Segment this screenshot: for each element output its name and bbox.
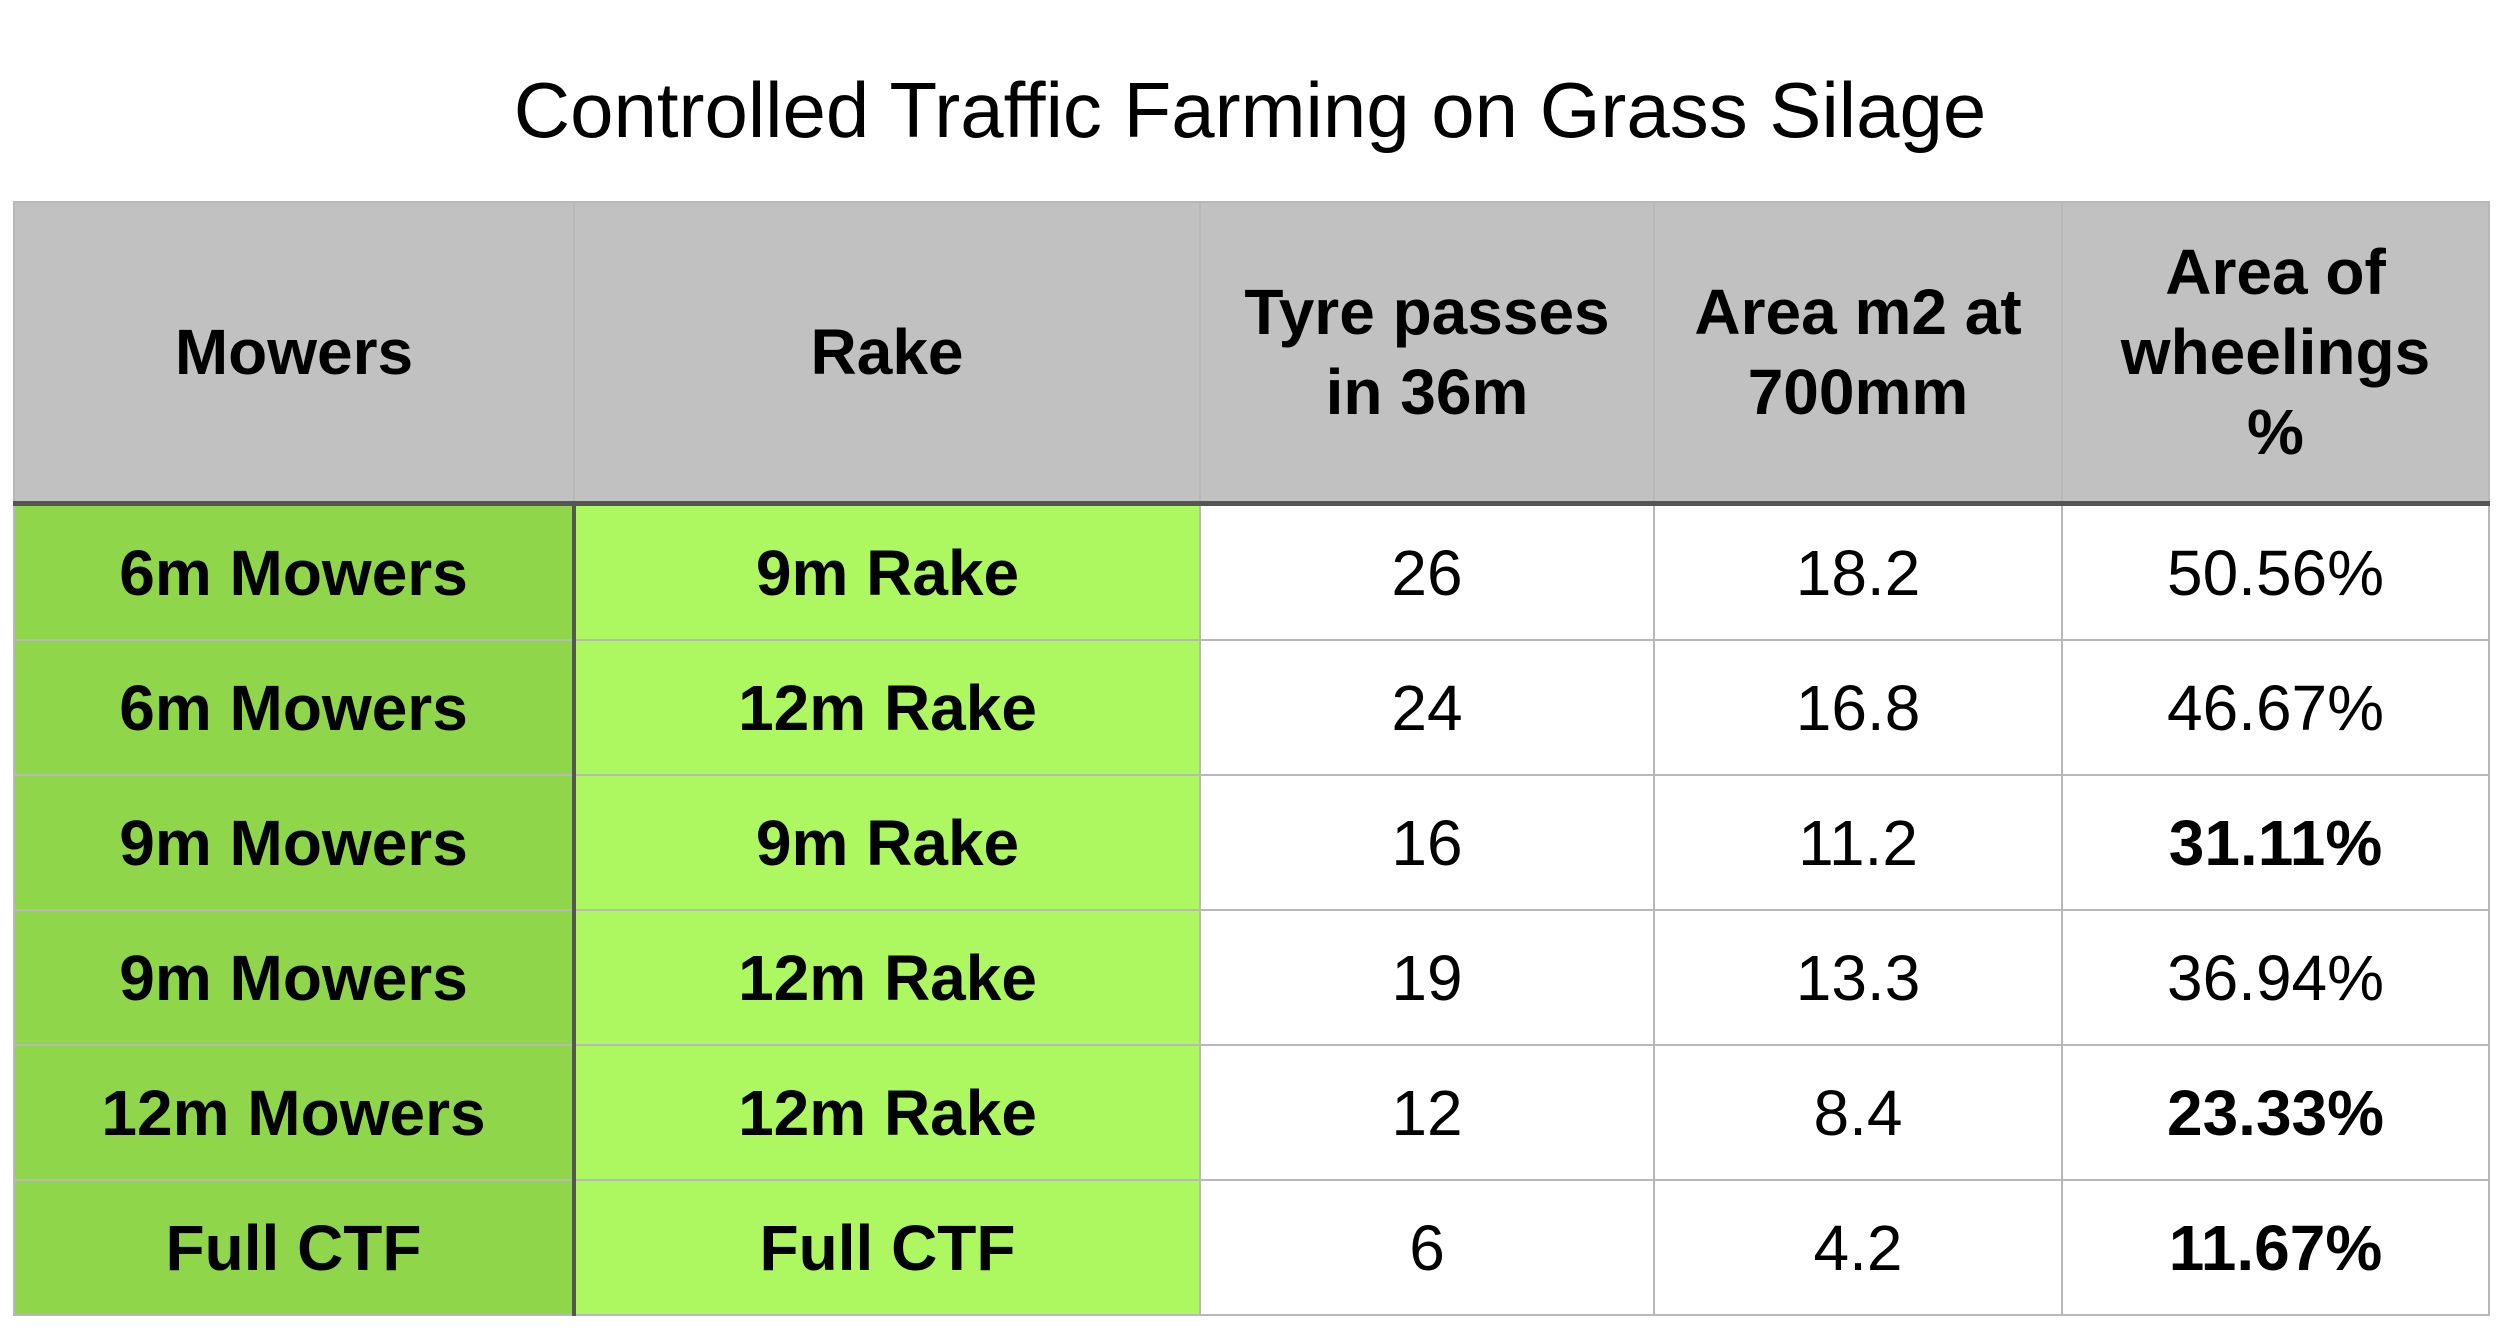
- header-wheel-line-1: Area of: [2165, 236, 2386, 308]
- header-tyre-line-2: in 36m: [1325, 356, 1529, 428]
- cell-rake: 12m Rake: [573, 909, 1201, 1046]
- header-mowers-line: Mowers: [174, 316, 414, 388]
- table-row: 9m Mowers 12m Rake 19 13.3 36.94%: [13, 909, 2490, 1046]
- table-row: Full CTF Full CTF 6 4.2 11.67%: [13, 1179, 2490, 1316]
- cell-rake: 9m Rake: [573, 774, 1201, 911]
- cell-rake: Full CTF: [573, 1179, 1201, 1316]
- table-row: 6m Mowers 12m Rake 24 16.8 46.67%: [13, 639, 2490, 776]
- header-area-line-1: Area m2 at: [1694, 276, 2022, 348]
- cell-tyre-passes: 19: [1199, 909, 1655, 1046]
- header-mowers: Mowers: [13, 201, 575, 506]
- cell-mowers: 12m Mowers: [13, 1044, 576, 1181]
- chart-title: Controlled Traffic Farming on Grass Sila…: [513, 66, 1987, 154]
- cell-wheelings-pct: 50.56%: [2061, 502, 2490, 641]
- cell-area-m2: 8.4: [1653, 1044, 2063, 1181]
- cell-mowers: 6m Mowers: [13, 639, 576, 776]
- cell-rake: 12m Rake: [573, 1044, 1201, 1181]
- header-rake: Rake: [573, 201, 1201, 506]
- cell-rake: 9m Rake: [573, 502, 1201, 641]
- cell-tyre-passes: 24: [1199, 639, 1655, 776]
- header-tyre-line-1: Tyre passes: [1244, 276, 1610, 348]
- cell-wheelings-pct: 11.67%: [2061, 1179, 2490, 1316]
- cell-area-m2: 11.2: [1653, 774, 2063, 911]
- header-wheel-line-3: %: [2247, 396, 2304, 468]
- cell-tyre-passes: 26: [1199, 502, 1655, 641]
- cell-area-m2: 18.2: [1653, 502, 2063, 641]
- cell-area-m2: 16.8: [1653, 639, 2063, 776]
- header-area-m2: Area m2 at 700mm: [1653, 201, 2063, 506]
- cell-mowers: 6m Mowers: [13, 502, 576, 641]
- header-wheelings: Area of wheelings %: [2061, 201, 2490, 506]
- header-row: Mowers Rake Tyre passes in 36m Area m2 a…: [13, 201, 2490, 506]
- cell-tyre-passes: 12: [1199, 1044, 1655, 1181]
- table-row: 12m Mowers 12m Rake 12 8.4 23.33%: [13, 1044, 2490, 1181]
- table-body: 6m Mowers 9m Rake 26 18.2 50.56% 6m Mowers 12m…: [13, 502, 2490, 1316]
- cell-wheelings-pct: 23.33%: [2061, 1044, 2490, 1181]
- cell-rake: 12m Rake: [573, 639, 1201, 776]
- header-tyre-passes: Tyre passes in 36m: [1199, 201, 1655, 506]
- cell-tyre-passes: 6: [1199, 1179, 1655, 1316]
- header-area-line-2: 700mm: [1747, 356, 1969, 428]
- cell-wheelings-pct: 31.11%: [2061, 774, 2490, 911]
- table-row: 9m Mowers 9m Rake 16 11.2 31.11%: [13, 774, 2490, 911]
- cell-area-m2: 13.3: [1653, 909, 2063, 1046]
- silage-table: Mowers Rake Tyre passes in 36m Area m2 a…: [13, 201, 2490, 1316]
- table-row: 6m Mowers 9m Rake 26 18.2 50.56%: [13, 502, 2490, 641]
- cell-area-m2: 4.2: [1653, 1179, 2063, 1316]
- header-rake-line: Rake: [810, 316, 964, 388]
- cell-wheelings-pct: 46.67%: [2061, 639, 2490, 776]
- cell-wheelings-pct: 36.94%: [2061, 909, 2490, 1046]
- cell-mowers: Full CTF: [13, 1179, 576, 1316]
- header-wheel-line-2: wheelings: [2120, 316, 2431, 388]
- cell-mowers: 9m Mowers: [13, 909, 576, 1046]
- cell-tyre-passes: 16: [1199, 774, 1655, 911]
- cell-mowers: 9m Mowers: [13, 774, 576, 911]
